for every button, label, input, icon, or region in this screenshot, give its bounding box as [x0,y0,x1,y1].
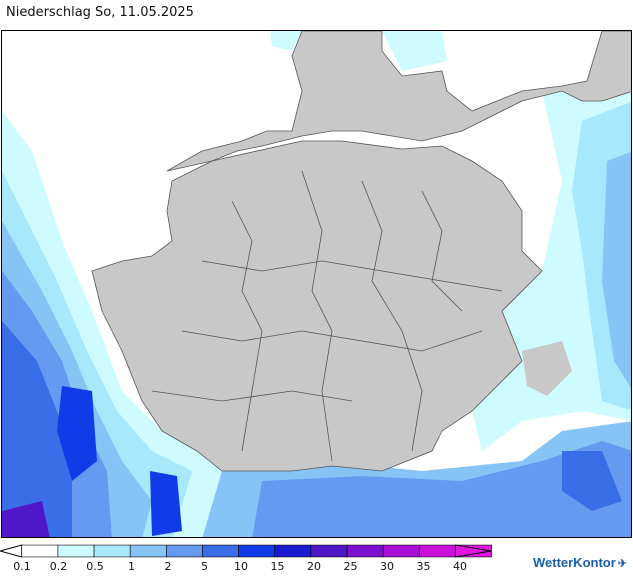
legend-swatch [129,544,167,558]
state-borders [151,170,503,462]
legend-tick-label: 20 [307,560,321,573]
precipitation-map [1,30,632,538]
land-layer [91,31,631,472]
map-title: Niederschlag So, 11.05.2025 [6,5,194,20]
wetterkontor-logo-icon: ✈ [617,558,627,570]
legend-tick-label: 0.1 [13,560,31,573]
legend-swatch [346,544,384,558]
precipitation-layer [2,31,631,537]
legend-tick-label: 0.5 [86,560,104,573]
legend-swatch [93,544,131,558]
precipitation-legend: 0.1 0.2 0.5 1 2 5 10 15 20 25 30 35 40 WetterKontor ✈ [0,540,633,580]
legend-swatch [202,544,239,558]
legend-tick-label: 5 [201,560,208,573]
map-canvas [2,31,631,537]
legend-tick-label: 0.2 [49,560,68,573]
legend-swatch [238,544,276,558]
legend-tick-label: 15 [270,560,285,573]
legend-tick-label: 25 [343,560,358,573]
legend-swatch [310,544,348,558]
legend-tick-label: 35 [416,560,431,573]
legend-swatch [382,544,420,558]
legend-arrow-right [454,544,492,558]
legend-swatch [166,544,203,558]
legend-swatch [419,544,456,558]
legend-color-scale [0,544,492,558]
legend-tick-label: 2 [164,560,172,573]
brand-name: WetterKontor [532,555,616,570]
legend-tick-label: 40 [453,560,467,573]
legend-tick-label: 1 [128,560,135,573]
legend-swatch [57,544,95,558]
legend-swatch [21,544,59,558]
legend-arrow-left [0,544,23,558]
legend-tick-label: 30 [380,560,394,573]
legend-swatch [274,544,312,558]
legend-tick-label: 10 [234,560,248,573]
brand-logo: WetterKontor ✈ [533,555,627,570]
